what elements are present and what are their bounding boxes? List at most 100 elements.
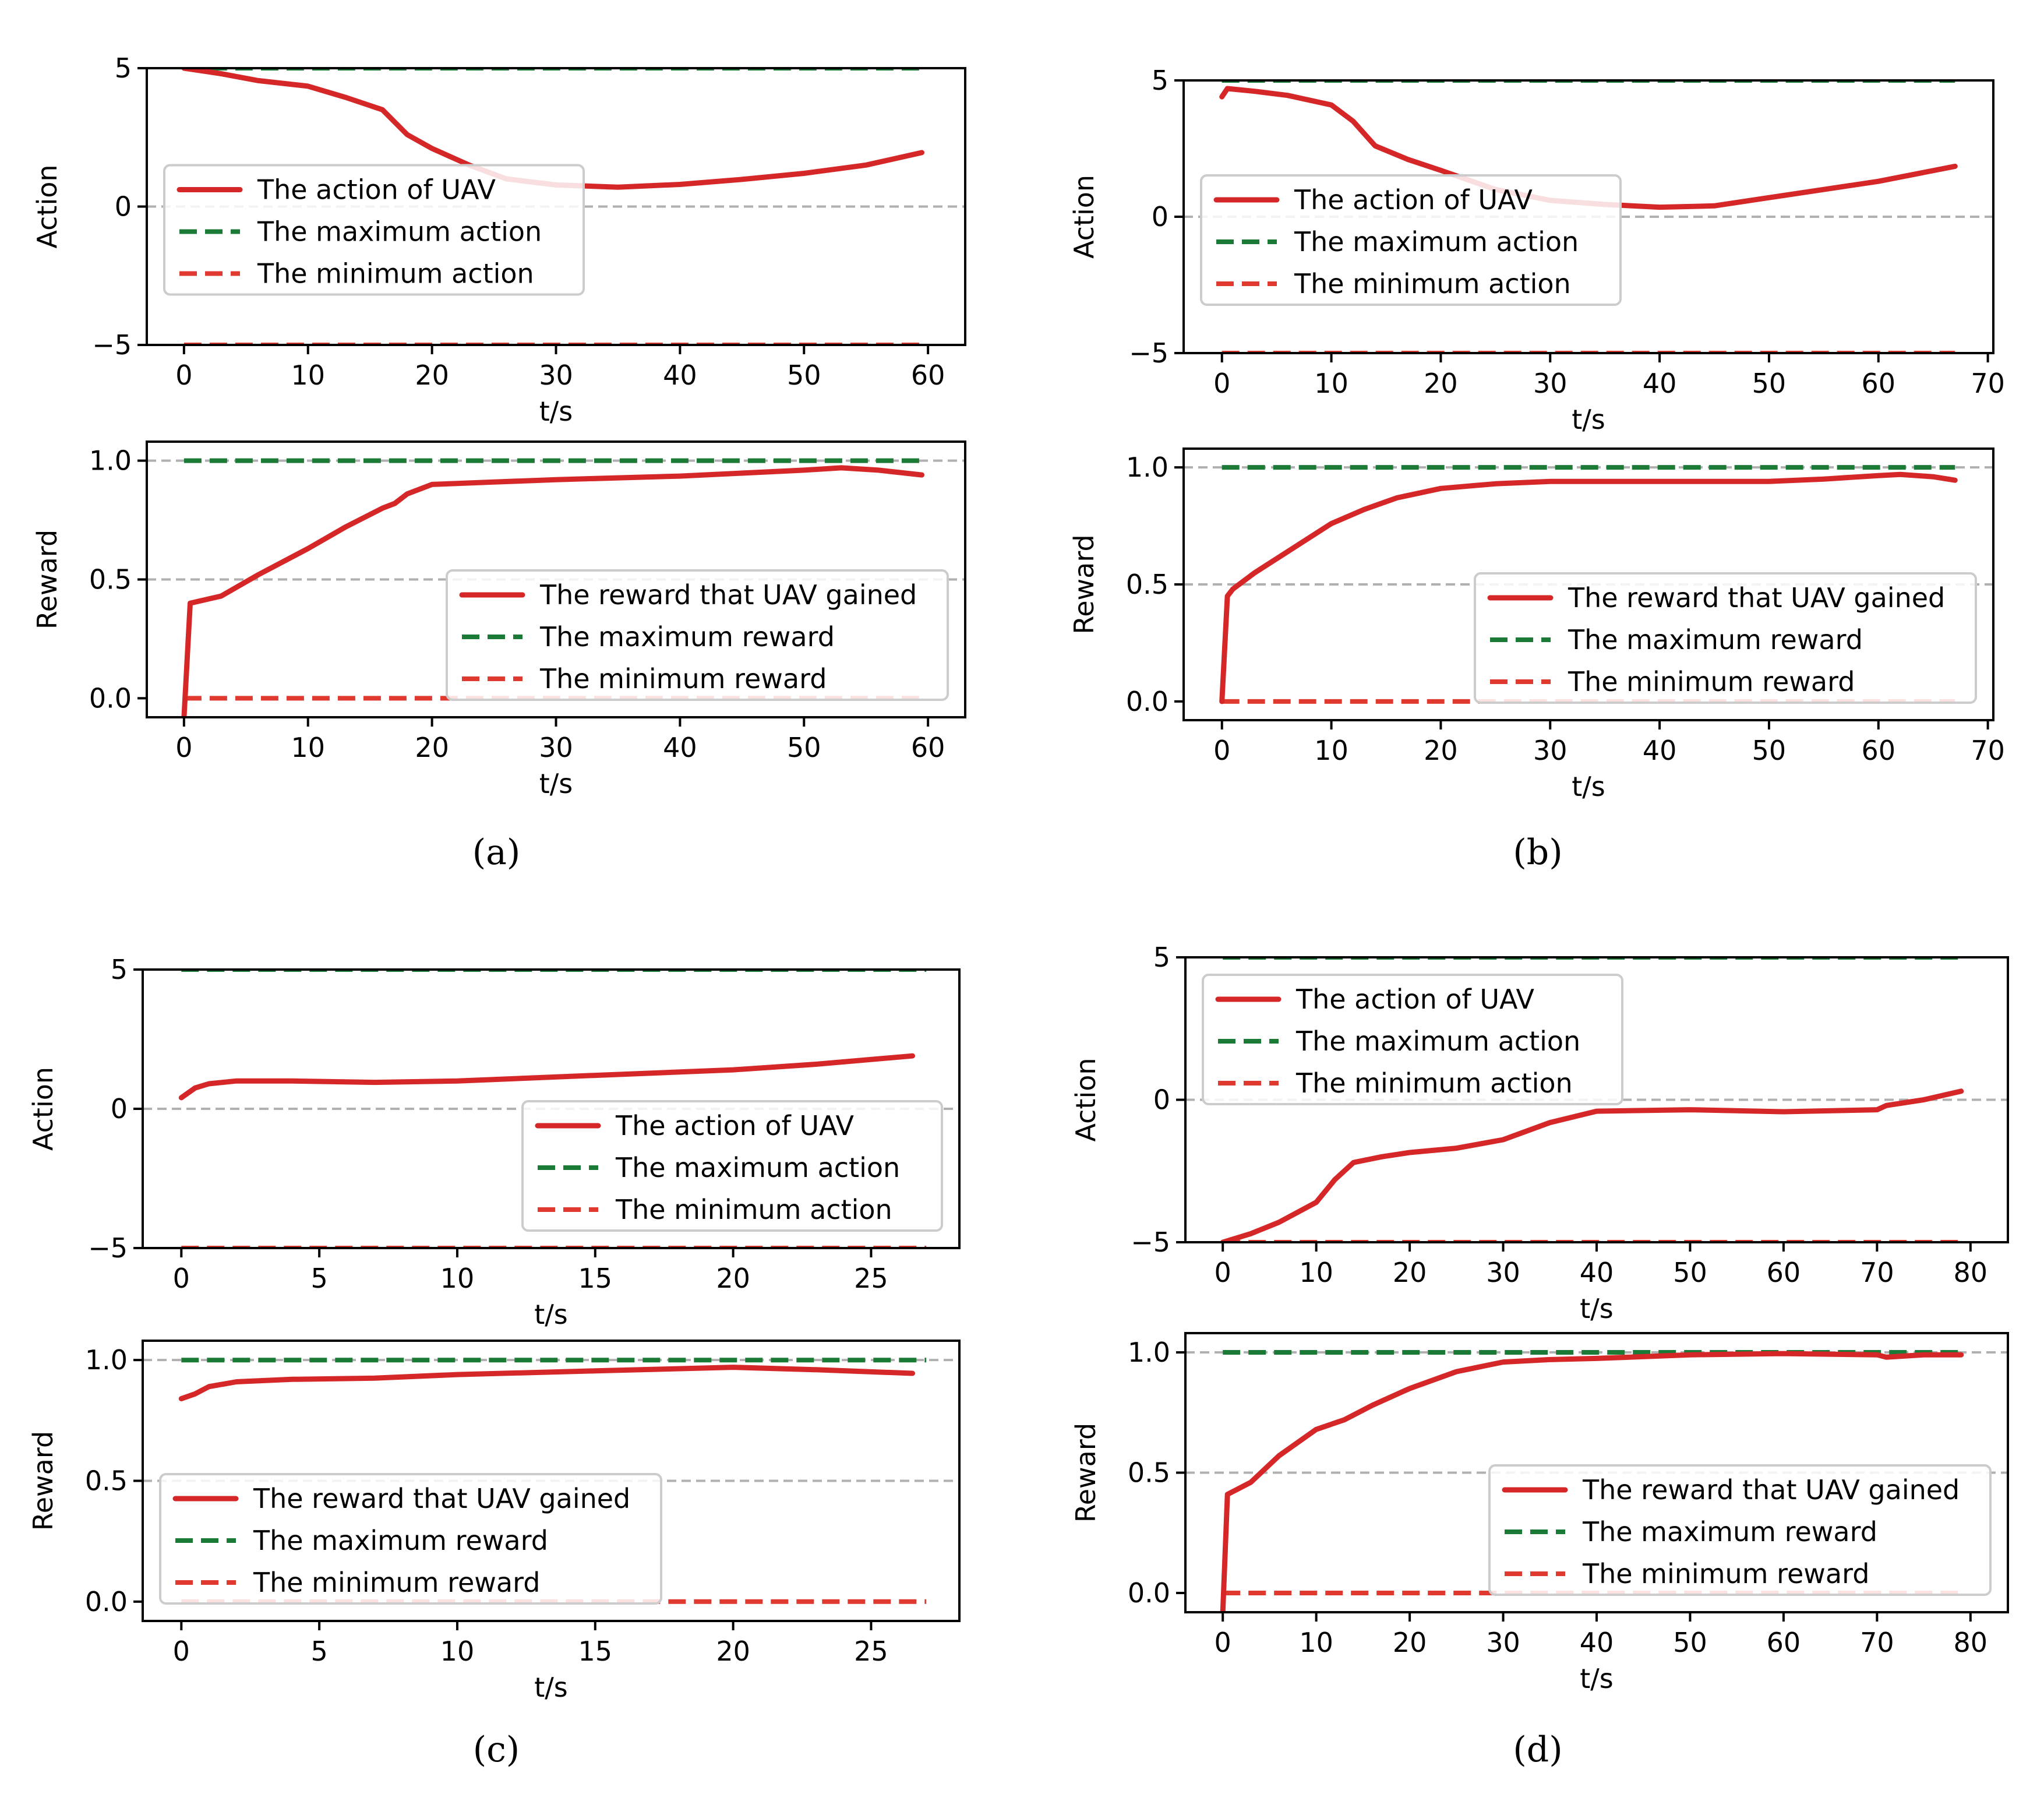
x-axis-label: t/s (534, 1299, 568, 1330)
y-tick-label: 0.5 (89, 564, 132, 595)
subplot-d-reward: 0 10 20 30 40 50 60 70 80 0.0 0.5 1.0 t/s Reward The r… (1070, 1332, 2009, 1694)
x-axis-label: t/s (1572, 771, 1605, 802)
x-tick-label: 20 (1393, 1257, 1427, 1288)
x-tick-label: 20 (415, 360, 449, 391)
x-tick-label: 70 (1860, 1257, 1894, 1288)
subplot-d-action: 0 10 20 30 40 50 60 70 80 −5 0 5 t/s Action The action… (1070, 942, 2009, 1324)
y-tick-label: 1.0 (89, 445, 132, 477)
panel-caption: (d) (1513, 1729, 1562, 1770)
x-axis-label: t/s (1580, 1663, 1614, 1694)
y-axis-label: Reward (1070, 1423, 1102, 1522)
y-tick-label: 5 (1152, 65, 1168, 96)
series-line-uav (178, 1365, 915, 1401)
x-tick-label: 30 (1533, 735, 1568, 766)
legend-label: The maximum reward (253, 1525, 548, 1556)
legend-label: The action of UAV (1294, 184, 1533, 216)
series-line-uav (178, 1053, 915, 1101)
legend-box (1488, 1464, 1992, 1596)
legend-label: The minimum action (615, 1194, 892, 1225)
y-tick-label: 1.0 (85, 1344, 128, 1376)
x-tick-label: 70 (1860, 1627, 1894, 1658)
panel-caption: (a) (472, 832, 521, 873)
legend-label: The maximum action (1295, 1025, 1580, 1057)
legend-label: The reward that UAV gained (539, 579, 917, 611)
legend-label: The minimum action (1295, 1067, 1573, 1099)
legend: The action of UAV The maximum action The m… (521, 1100, 943, 1232)
y-axis-label: Reward (1068, 534, 1100, 634)
y-axis-label: Reward (31, 530, 63, 629)
legend-label: The reward that UAV gained (1582, 1474, 1960, 1506)
legend-box (159, 1473, 662, 1605)
x-axis-label: t/s (534, 1672, 568, 1703)
x-tick-label: 10 (1314, 735, 1348, 766)
legend-label: The action of UAV (1295, 984, 1535, 1015)
y-tick-label: −5 (92, 329, 132, 361)
y-tick-label: 5 (115, 52, 132, 84)
panel-a: 0 10 20 30 40 50 60 −5 0 5 t/s Action The action of … (31, 52, 966, 873)
x-tick-label: 5 (310, 1636, 327, 1667)
x-tick-label: 10 (291, 732, 325, 763)
legend-label: The maximum reward (1568, 624, 1863, 655)
legend-box (521, 1100, 943, 1232)
y-tick-label: 0.5 (1126, 569, 1168, 600)
legend-label: The maximum action (615, 1152, 900, 1183)
x-tick-label: 50 (1752, 368, 1787, 399)
y-tick-label: −5 (1131, 1227, 1170, 1258)
x-tick-label: 40 (1643, 368, 1677, 399)
y-axis-label: Action (31, 164, 63, 248)
x-tick-label: 40 (1643, 735, 1677, 766)
x-tick-label: 50 (1673, 1257, 1707, 1288)
x-tick-label: 0 (1213, 735, 1230, 766)
legend-label: The reward that UAV gained (253, 1483, 630, 1514)
legend: The reward that UAV gained The maximum re… (446, 569, 949, 701)
y-tick-label: 0.5 (1128, 1457, 1170, 1489)
panel-c: 0 5 10 15 20 25 −5 0 5 t/s Action The action of UAV… (27, 954, 961, 1770)
x-tick-label: 30 (539, 360, 573, 391)
x-tick-label: 15 (578, 1263, 613, 1294)
legend-label: The action of UAV (257, 174, 496, 206)
series-line-uav (1220, 1351, 1964, 1612)
legend-box (1202, 974, 1623, 1105)
x-axis-label: t/s (1580, 1293, 1614, 1324)
y-tick-label: 5 (111, 954, 128, 985)
y-tick-label: 0.0 (89, 682, 132, 714)
legend-box (163, 164, 585, 296)
x-tick-label: 20 (1424, 735, 1458, 766)
x-tick-label: 15 (578, 1636, 613, 1667)
legend-label: The maximum reward (539, 621, 835, 653)
series-line-uav (1220, 1088, 1964, 1242)
legend-label: The minimum reward (1568, 666, 1855, 697)
legend: The reward that UAV gained The maximum re… (1474, 572, 1977, 704)
legend-label: The maximum action (1294, 226, 1579, 258)
x-tick-label: 0 (1213, 368, 1230, 399)
y-tick-label: 0 (1152, 201, 1168, 232)
x-tick-label: 10 (440, 1263, 475, 1294)
x-tick-label: 10 (291, 360, 325, 391)
legend: The reward that UAV gained The maximum re… (1488, 1464, 1992, 1596)
legend-label: The minimum reward (1582, 1558, 1869, 1590)
y-axis-label: Action (1070, 1058, 1102, 1141)
x-tick-label: 60 (1861, 735, 1895, 766)
x-tick-label: 25 (854, 1263, 888, 1294)
legend: The action of UAV The maximum action The m… (163, 164, 585, 296)
x-tick-label: 10 (440, 1636, 475, 1667)
legend-box (1474, 572, 1977, 704)
x-tick-label: 0 (175, 732, 192, 763)
subplot-c-action: 0 5 10 15 20 25 −5 0 5 t/s Action The action of UAV… (27, 954, 961, 1330)
y-tick-label: 0.0 (1126, 686, 1168, 717)
x-tick-label: 80 (1954, 1627, 1988, 1658)
x-tick-label: 20 (1393, 1627, 1427, 1658)
y-tick-label: 0 (111, 1093, 128, 1125)
x-axis-label: t/s (1572, 404, 1605, 435)
x-tick-label: 50 (787, 360, 821, 391)
legend-label: The action of UAV (615, 1110, 855, 1141)
legend-label: The minimum reward (539, 663, 827, 695)
x-tick-label: 40 (663, 732, 697, 763)
x-tick-label: 60 (911, 360, 945, 391)
legend-label: The minimum action (257, 258, 534, 290)
y-axis-label: Action (1068, 175, 1100, 259)
legend-label: The minimum reward (253, 1567, 540, 1598)
legend-label: The minimum action (1294, 268, 1571, 299)
x-tick-label: 20 (716, 1636, 750, 1667)
